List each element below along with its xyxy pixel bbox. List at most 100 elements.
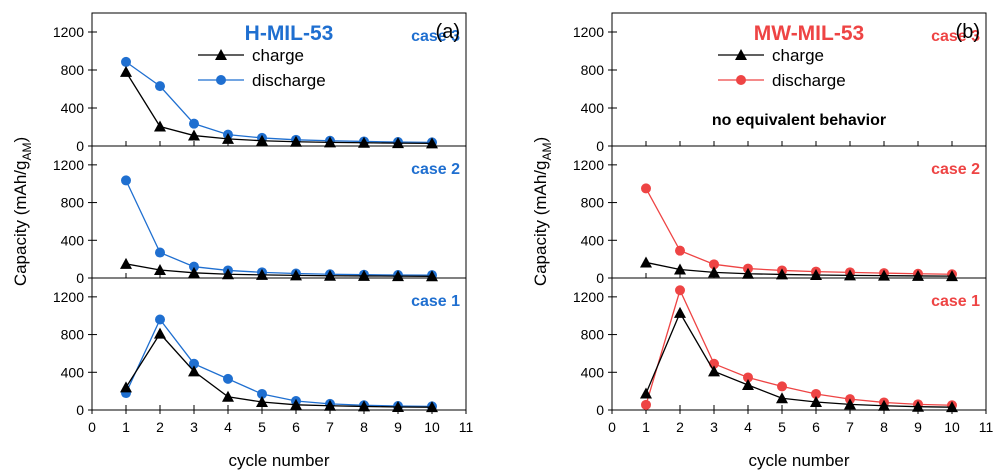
y-tick-label: 800 [61, 195, 85, 211]
case-label: case 1 [931, 293, 980, 310]
y-tick-label: 400 [61, 232, 85, 248]
plot-frame [611, 145, 987, 279]
charge-point [708, 266, 720, 278]
charge-point [290, 398, 302, 410]
x-tick-label: 9 [914, 419, 922, 435]
x-tick-label: 3 [710, 419, 718, 435]
x-tick-label: 5 [258, 419, 266, 435]
chart-title: H-MIL-53 [245, 22, 334, 45]
panel-label: (a) [436, 21, 460, 43]
subplot-3: 0 400 800 1200 case 1 [573, 277, 987, 418]
x-tick-label: 6 [812, 419, 820, 435]
x-tick-label: 9 [394, 419, 402, 435]
y-tick-label: 0 [596, 270, 604, 286]
charge-point [222, 132, 234, 144]
y-tick-label: 1200 [573, 157, 604, 173]
discharge-series-line [645, 288, 953, 406]
discharge-point [121, 175, 131, 186]
x-tick-label: 5 [778, 419, 786, 435]
case-label: case 1 [411, 293, 460, 310]
plot-frame [91, 277, 467, 411]
charge-series-line [125, 71, 433, 144]
discharge-point [121, 56, 131, 67]
legend-charge-label: charge [252, 46, 304, 65]
y-axis-label-sub: AM [20, 142, 34, 160]
charge-point [392, 400, 404, 412]
legend-discharge-marker [216, 75, 226, 85]
x-tick-label: 4 [744, 419, 752, 435]
charge-point [154, 327, 166, 339]
charge-point [188, 129, 200, 141]
discharge-point [675, 285, 685, 296]
charge-point [844, 398, 856, 410]
charge-point [120, 381, 132, 393]
y-tick-label: 0 [76, 402, 84, 418]
charge-series-line [125, 263, 433, 277]
discharge-point [155, 247, 165, 258]
x-tick-label: 3 [190, 419, 198, 435]
y-tick-label: 400 [61, 100, 85, 116]
x-tick-label: 8 [360, 419, 368, 435]
y-tick-label: 800 [61, 62, 85, 78]
y-tick-label: 0 [76, 138, 84, 154]
discharge-point [155, 314, 165, 325]
x-tick-label: 10 [944, 419, 960, 435]
discharge-point [641, 399, 651, 410]
y-axis-label: Capacity (mAh/gAM) [11, 137, 34, 286]
discharge-point [189, 358, 199, 369]
charge-point [120, 65, 132, 77]
x-tick-label: 4 [224, 419, 232, 435]
y-tick-label: 800 [61, 327, 85, 343]
x-axis-label: cycle number [228, 451, 329, 470]
discharge-point [257, 388, 267, 399]
x-tick-label: 7 [846, 419, 854, 435]
charge-series-line [645, 261, 953, 277]
charge-point [674, 306, 686, 318]
y-tick-label: 400 [581, 100, 605, 116]
charge-point [912, 400, 924, 412]
x-axis-label: cycle number [748, 451, 849, 470]
legend-discharge-label: discharge [772, 71, 846, 90]
charge-series-line [645, 311, 953, 408]
charge-point [290, 135, 302, 147]
discharge-series-line [125, 180, 433, 276]
charge-point [324, 136, 336, 148]
chart-title: MW-MIL-53 [754, 22, 864, 45]
discharge-point [155, 81, 165, 92]
y-axis-label-main: Capacity (mAh/g [11, 161, 30, 287]
y-tick-label: 1200 [53, 24, 84, 40]
y-tick-label: 400 [61, 364, 85, 380]
subplot-1: 0 400 800 1200 case 3 no equivalent behavior [573, 12, 987, 154]
legend-charge-marker [215, 49, 227, 60]
discharge-series-line [645, 188, 953, 275]
y-tick-label: 0 [596, 138, 604, 154]
x-tick-label: 0 [608, 419, 616, 435]
charge-point [256, 268, 268, 280]
charge-point [358, 136, 370, 148]
discharge-series-line [125, 61, 433, 144]
charge-point [154, 263, 166, 275]
legend-charge-label: charge [772, 46, 824, 65]
x-tick-label: 2 [156, 419, 164, 435]
charge-point [878, 399, 890, 411]
charge-point [256, 395, 268, 407]
discharge-point [743, 372, 753, 383]
charge-point [324, 399, 336, 411]
y-tick-label: 800 [581, 62, 605, 78]
charge-point [188, 365, 200, 377]
case-label: case 3 [411, 28, 460, 45]
subplot-3: 0 400 800 1200 case 1 [53, 277, 467, 418]
plot-frame [91, 145, 467, 279]
y-axis-label-sub: AM [540, 142, 554, 160]
charge-point [640, 256, 652, 268]
x-tick-label: 6 [292, 419, 300, 435]
discharge-point [641, 183, 651, 194]
y-tick-label: 0 [596, 402, 604, 418]
charge-point [776, 268, 788, 280]
subplot-1: 0 400 800 1200 case 3 [53, 12, 467, 154]
y-axis-label: Capacity (mAh/gAM) [531, 137, 554, 286]
x-tick-label: 0 [88, 419, 96, 435]
discharge-point [189, 118, 199, 129]
case-label: case 2 [931, 161, 980, 178]
discharge-point [709, 259, 719, 270]
